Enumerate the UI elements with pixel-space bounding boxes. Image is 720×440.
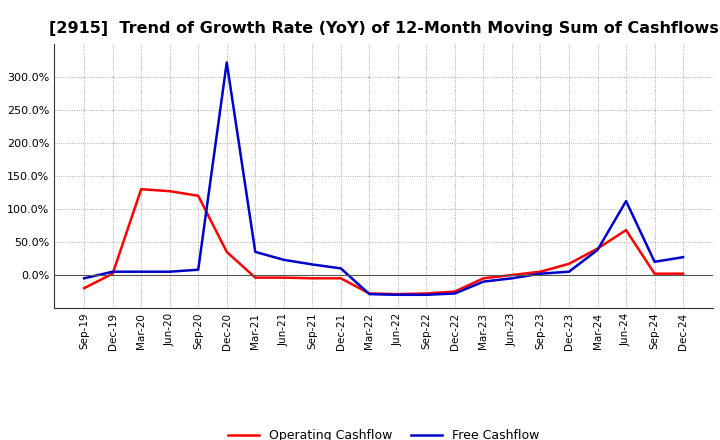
Operating Cashflow: [479, 275, 487, 281]
Free Cashflow: [479, 279, 487, 284]
Free Cashflow: [508, 275, 516, 281]
Free Cashflow: [679, 254, 688, 260]
Free Cashflow: [308, 262, 317, 267]
Free Cashflow: [222, 60, 231, 65]
Operating Cashflow: [251, 275, 260, 280]
Operating Cashflow: [166, 188, 174, 194]
Free Cashflow: [365, 292, 374, 297]
Free Cashflow: [536, 271, 545, 276]
Operating Cashflow: [137, 187, 145, 192]
Title: [2915]  Trend of Growth Rate (YoY) of 12-Month Moving Sum of Cashflows: [2915] Trend of Growth Rate (YoY) of 12-…: [49, 21, 719, 36]
Free Cashflow: [251, 249, 260, 254]
Free Cashflow: [194, 267, 202, 272]
Operating Cashflow: [279, 275, 288, 280]
Free Cashflow: [593, 247, 602, 253]
Operating Cashflow: [564, 261, 573, 267]
Free Cashflow: [137, 269, 145, 275]
Free Cashflow: [650, 259, 659, 264]
Operating Cashflow: [650, 271, 659, 276]
Operating Cashflow: [622, 227, 631, 233]
Free Cashflow: [279, 257, 288, 262]
Operating Cashflow: [308, 275, 317, 281]
Line: Operating Cashflow: Operating Cashflow: [84, 189, 683, 294]
Operating Cashflow: [394, 292, 402, 297]
Free Cashflow: [622, 198, 631, 204]
Operating Cashflow: [336, 275, 345, 281]
Operating Cashflow: [80, 286, 89, 291]
Operating Cashflow: [365, 291, 374, 296]
Free Cashflow: [166, 269, 174, 275]
Operating Cashflow: [194, 193, 202, 198]
Operating Cashflow: [536, 269, 545, 275]
Free Cashflow: [108, 269, 117, 275]
Legend: Operating Cashflow, Free Cashflow: Operating Cashflow, Free Cashflow: [222, 424, 544, 440]
Line: Free Cashflow: Free Cashflow: [84, 62, 683, 295]
Operating Cashflow: [108, 271, 117, 276]
Operating Cashflow: [593, 246, 602, 251]
Operating Cashflow: [451, 289, 459, 294]
Operating Cashflow: [222, 249, 231, 254]
Free Cashflow: [451, 291, 459, 296]
Operating Cashflow: [508, 272, 516, 278]
Free Cashflow: [422, 292, 431, 297]
Operating Cashflow: [679, 271, 688, 276]
Free Cashflow: [336, 266, 345, 271]
Free Cashflow: [564, 269, 573, 275]
Free Cashflow: [394, 292, 402, 297]
Free Cashflow: [80, 275, 89, 281]
Operating Cashflow: [422, 291, 431, 296]
